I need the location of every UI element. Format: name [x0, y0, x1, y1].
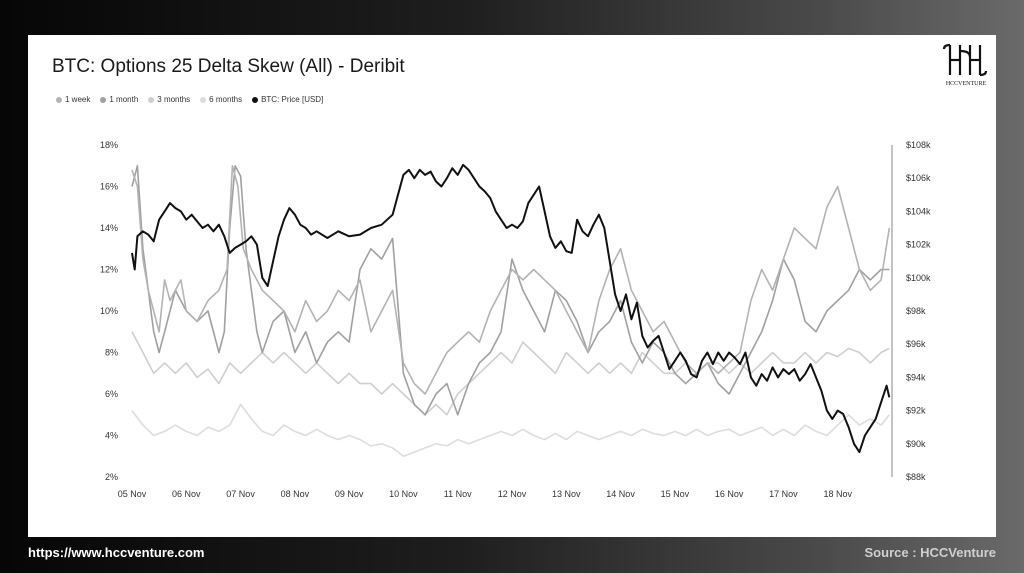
legend-dot-btc-price — [252, 96, 259, 103]
x-tick-label: 06 Nov — [172, 489, 201, 499]
legend-dot-3-months — [148, 96, 155, 103]
y-left-tick-label: 4% — [105, 431, 118, 441]
y-left-tick-label: 6% — [105, 389, 118, 399]
x-tick-label: 07 Nov — [226, 489, 255, 499]
y-right-tick-label: $106k — [906, 173, 931, 183]
y-right-tick-label: $88k — [906, 472, 926, 482]
legend-label-3-months: 3 months — [157, 95, 191, 104]
y-right-tick-label: $104k — [906, 206, 931, 216]
legend-label-btc-price: BTC: Price [USD] — [261, 95, 324, 104]
axes-layer: 2% 4% 6% 8% 10% 12% 14% 16% 18% $88k $90k $92k $94k $… — [100, 140, 931, 499]
series-line-3-months[interactable] — [131, 331, 890, 416]
legend-item-6-months[interactable]: 6 months — [200, 95, 242, 104]
legend-label-1-week: 1 week — [65, 95, 91, 104]
x-tick-label: 13 Nov — [552, 489, 581, 499]
chart-svg: 2% 4% 6% 8% 10% 12% 14% 16% 18% $88k $90k $92k $94k $… — [100, 140, 931, 499]
series-line-1-week[interactable] — [131, 165, 891, 395]
logo-text: HCCVENTURE — [946, 81, 987, 87]
y-left-tick-label: 14% — [100, 223, 118, 233]
series-line-btc-price-usd[interactable] — [131, 163, 891, 454]
y-left-tick-label: 18% — [100, 140, 118, 150]
y-right-tick-label: $90k — [906, 439, 926, 449]
y-right-tick-label: $102k — [906, 240, 931, 250]
x-tick-label: 10 Nov — [389, 489, 418, 499]
y-left-tick-label: 2% — [105, 472, 118, 482]
x-tick-label: 12 Nov — [498, 489, 527, 499]
series-layer — [131, 163, 891, 458]
legend-label-1-month: 1 month — [109, 95, 139, 104]
chart-title: BTC: Options 25 Delta Skew (All) - Derib… — [52, 56, 405, 77]
y-right-tick-label: $100k — [906, 273, 931, 283]
series-line-6-months[interactable] — [131, 403, 890, 458]
x-tick-label: 11 Nov — [444, 489, 472, 499]
legend: 1 week 1 month 3 months 6 months BTC: Pr… — [56, 95, 323, 104]
x-tick-label: 15 Nov — [661, 489, 690, 499]
y-left-tick-label: 16% — [100, 182, 118, 192]
x-tick-label: 16 Nov — [715, 489, 744, 499]
x-tick-label: 17 Nov — [769, 489, 798, 499]
y-left-tick-label: 10% — [100, 306, 118, 316]
y-right-tick-label: $92k — [906, 406, 926, 416]
x-tick-label: 05 Nov — [118, 489, 147, 499]
legend-dot-1-week — [56, 96, 62, 103]
legend-item-btc-price[interactable]: BTC: Price [USD] — [252, 95, 323, 104]
x-tick-label: 18 Nov — [823, 489, 852, 499]
y-right-tick-label: $98k — [906, 306, 926, 316]
x-tick-label: 14 Nov — [606, 489, 635, 499]
y-right-tick-label: $96k — [906, 339, 926, 349]
footer-source: Source : HCCVenture — [864, 545, 996, 560]
legend-dot-6-months — [200, 96, 207, 103]
chart-card: BTC: Options 25 Delta Skew (All) - Derib… — [28, 35, 996, 537]
y-right-tick-label: $108k — [906, 140, 931, 150]
series-line-1-month[interactable] — [131, 165, 890, 416]
y-left-tick-label: 12% — [100, 265, 118, 275]
hccventure-logo: HCCVENTURE — [942, 43, 988, 87]
footer-url[interactable]: https://www.hccventure.com — [28, 545, 205, 560]
legend-item-1-month[interactable]: 1 month — [100, 95, 138, 104]
legend-item-1-week[interactable]: 1 week — [56, 95, 90, 104]
legend-dot-1-month — [100, 96, 107, 103]
x-tick-label: 08 Nov — [281, 489, 310, 499]
y-left-tick-label: 8% — [105, 348, 118, 358]
legend-label-6-months: 6 months — [209, 95, 243, 104]
y-right-tick-label: $94k — [906, 372, 926, 382]
legend-item-3-months[interactable]: 3 months — [148, 95, 190, 104]
x-tick-label: 09 Nov — [335, 489, 364, 499]
